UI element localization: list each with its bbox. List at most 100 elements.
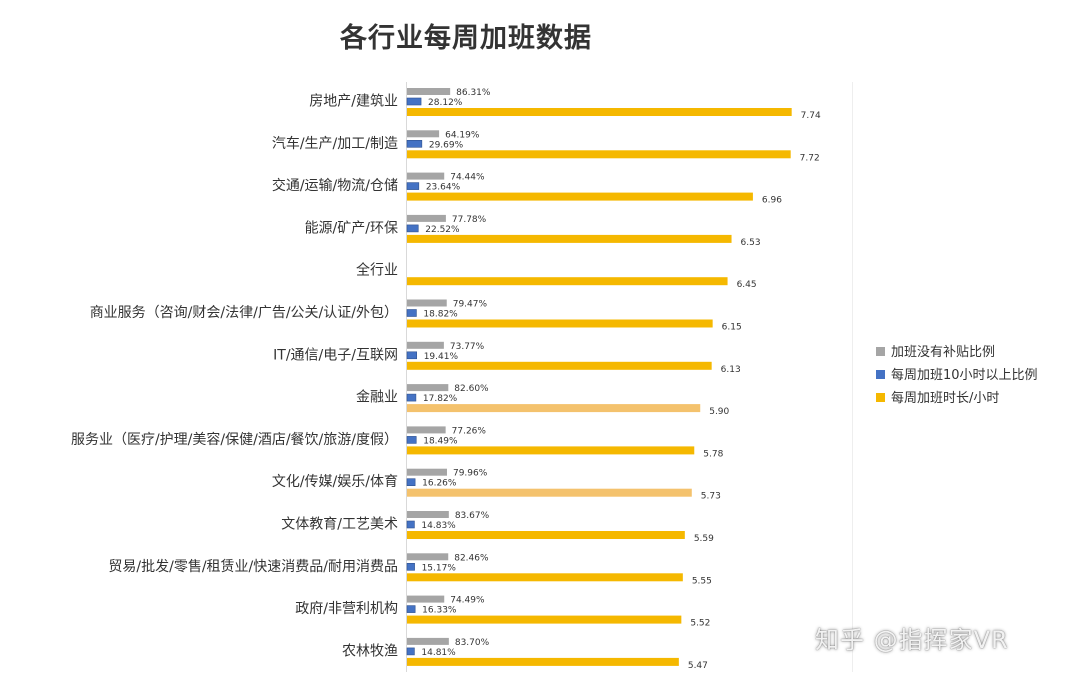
bar-weekly-hours: [407, 404, 701, 413]
category-label: 全行业: [356, 262, 398, 279]
category-label: 金融业: [356, 390, 398, 406]
data-label-over-10h: 15.17%: [422, 563, 457, 573]
category-label: 汽车/生产/加工/制造: [272, 135, 398, 152]
bar-no-subsidy: [407, 341, 444, 349]
legend-entry: 加班没有补贴比例: [891, 345, 995, 360]
bar-over-10h: [406, 97, 422, 106]
data-label-no-subsidy: 83.70%: [455, 638, 490, 648]
data-label-over-10h: 14.83%: [421, 521, 456, 531]
category-label: 政府/非营利机构: [295, 601, 398, 617]
data-label-weekly-hours: 6.13: [721, 365, 741, 375]
bar-over-10h: [406, 182, 420, 190]
data-label-weekly-hours: 6.96: [762, 196, 782, 206]
data-label-over-10h: 16.33%: [422, 606, 457, 616]
bar-no-subsidy: [407, 468, 447, 476]
bar-no-subsidy: [407, 595, 445, 603]
bar-weekly-hours: [407, 150, 791, 159]
bar-no-subsidy: [407, 214, 446, 222]
bar-weekly-hours: [407, 361, 712, 370]
data-label-weekly-hours: 5.73: [701, 492, 721, 502]
bar-no-subsidy: [407, 130, 440, 138]
data-label-no-subsidy: 74.44%: [450, 173, 485, 183]
bar-over-10h: [406, 520, 415, 529]
category-label: 文体教育/工艺美术: [281, 517, 398, 533]
bar-weekly-hours: [407, 277, 728, 286]
bar-weekly-hours: [407, 531, 685, 539]
bar-over-10h: [406, 605, 416, 613]
data-label-over-10h: 16.26%: [422, 479, 457, 489]
category-label: 服务业（医疗/护理/美容/保健/酒店/餐饮/旅游/度假）: [71, 431, 398, 448]
bar-no-subsidy: [407, 172, 445, 180]
bar-no-subsidy: [407, 384, 449, 392]
data-label-no-subsidy: 79.47%: [453, 300, 488, 310]
legend-entry: 每周加班时长/小时: [891, 390, 999, 406]
bar-weekly-hours: [407, 615, 682, 624]
bar-no-subsidy: [407, 426, 446, 434]
category-label: 能源/矿产/环保: [305, 220, 398, 236]
data-label-over-10h: 29.69%: [429, 140, 464, 150]
bar-weekly-hours: [407, 234, 732, 243]
bar-weekly-hours: [407, 192, 753, 201]
bar-over-10h: [406, 562, 415, 571]
legend-swatch: [876, 347, 885, 356]
watermark: 知乎 @指挥家VR: [815, 626, 1009, 654]
data-label-over-10h: 22.52%: [425, 225, 460, 235]
bar-over-10h: [406, 224, 419, 233]
category-label: 商业服务（咨询/财会/法律/广告/公关/认证/外包）: [90, 305, 398, 321]
legend-entry: 每周加班10小时以上比例: [891, 367, 1038, 383]
data-label-no-subsidy: 77.26%: [452, 426, 487, 436]
data-label-weekly-hours: 6.45: [737, 280, 757, 290]
bar-over-10h: [406, 478, 416, 487]
bar-weekly-hours: [407, 573, 683, 582]
bar-no-subsidy: [407, 511, 449, 518]
data-label-weekly-hours: 7.74: [801, 111, 821, 121]
data-label-no-subsidy: 82.46%: [454, 553, 489, 563]
bar-weekly-hours: [407, 657, 679, 666]
bar-weekly-hours: [407, 446, 695, 455]
data-label-weekly-hours: 7.72: [800, 153, 820, 163]
category-label: 文化/传媒/娱乐/体育: [272, 474, 398, 490]
legend-swatch: [876, 370, 885, 379]
bar-over-10h: [406, 309, 417, 317]
data-label-over-10h: 14.81%: [421, 648, 456, 658]
data-label-no-subsidy: 79.96%: [453, 469, 488, 479]
bar-no-subsidy: [407, 553, 449, 561]
data-label-weekly-hours: 6.53: [741, 238, 761, 248]
data-label-weekly-hours: 5.59: [694, 534, 714, 544]
data-label-no-subsidy: 82.60%: [454, 384, 489, 394]
bar-weekly-hours: [407, 108, 792, 116]
data-label-over-10h: 17.82%: [423, 394, 458, 404]
legend-swatch: [876, 393, 885, 402]
bars-layer: 房地产/建筑业 86.31%28.12% 7.74 汽车/生产/加工/制造 64.19%…: [71, 88, 821, 671]
data-label-weekly-hours: 5.52: [690, 619, 710, 629]
data-label-no-subsidy: 74.49%: [450, 596, 485, 606]
category-label: 农林牧渔: [342, 643, 398, 659]
bar-over-10h: [406, 351, 418, 360]
category-label: IT/通信/电子/互联网: [273, 347, 398, 363]
bar-over-10h: [406, 436, 417, 444]
data-label-no-subsidy: 77.78%: [452, 215, 487, 225]
data-label-over-10h: 19.41%: [424, 352, 459, 362]
bar-over-10h: [406, 393, 417, 402]
data-label-over-10h: 23.64%: [426, 183, 461, 193]
bar-over-10h: [406, 647, 415, 656]
data-label-no-subsidy: 86.31%: [456, 88, 491, 98]
data-label-weekly-hours: 5.78: [703, 449, 723, 459]
bar-weekly-hours: [407, 319, 713, 328]
data-label-weekly-hours: 5.47: [688, 661, 708, 671]
bar-no-subsidy: [407, 637, 449, 645]
category-label: 交通/运输/物流/仓储: [272, 177, 398, 194]
data-label-weekly-hours: 5.55: [692, 576, 712, 586]
data-label-no-subsidy: 73.77%: [450, 342, 485, 352]
data-label-over-10h: 18.82%: [423, 310, 458, 320]
category-label: 贸易/批发/零售/租赁业/快速消费品/耐用消费品: [108, 559, 398, 575]
category-label: 房地产/建筑业: [309, 94, 398, 110]
data-label-over-10h: 28.12%: [428, 98, 463, 108]
data-label-weekly-hours: 5.90: [709, 407, 729, 417]
data-label-no-subsidy: 83.67%: [455, 511, 490, 521]
chart-title: 各行业每周加班数据: [340, 23, 592, 54]
bar-no-subsidy: [407, 88, 451, 95]
bar-no-subsidy: [407, 299, 447, 307]
